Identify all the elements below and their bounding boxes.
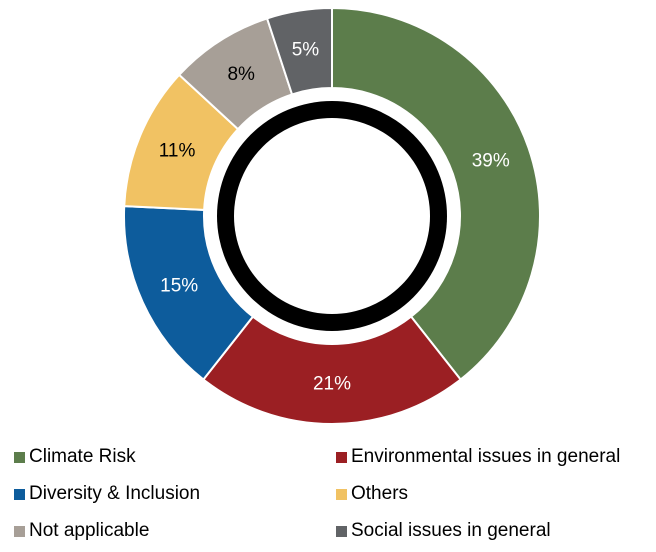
legend-label: Others	[351, 483, 409, 504]
legend-label: Climate Risk	[29, 446, 136, 467]
slice-label-social-issues-in-general: 5%	[292, 40, 320, 61]
legend-swatch	[336, 451, 347, 463]
slice-label-diversity-and-inclusion: 15%	[160, 275, 198, 296]
slice-label-not-applicable: 8%	[227, 64, 255, 85]
legend-item-diversity-and-inclusion: Diversity & Inclusion	[14, 481, 336, 507]
legend-swatch	[14, 525, 25, 537]
center-ring	[217, 101, 447, 331]
legend-label: Environmental issues in general	[351, 446, 621, 467]
legend-item-environmental-issues-in-general: Environmental issues in general	[336, 444, 656, 470]
donut-slices	[123, 6, 541, 425]
legend-label: Diversity & Inclusion	[29, 483, 201, 504]
slice-labels: 39% 21% 15% 11% 8% 5%	[159, 40, 510, 395]
slice-climate-risk	[331, 6, 541, 381]
slice-label-others: 11%	[159, 141, 196, 162]
legend-swatch	[336, 525, 347, 537]
donut-chart: 39% 21% 15% 11% 8% 5%	[123, 6, 541, 425]
legend-item-others: Others	[336, 481, 656, 507]
legend-swatch	[336, 488, 347, 500]
legend-swatch	[14, 488, 25, 500]
legend-item-not-applicable: Not applicable	[14, 518, 336, 544]
chart-legend: Climate Risk Environmental issues in gene…	[14, 444, 656, 544]
legend-swatch	[14, 451, 25, 463]
slice-environmental-issues-in-general	[202, 315, 462, 425]
legend-item-climate-risk: Climate Risk	[14, 444, 336, 470]
slice-social-issues-in-general	[265, 6, 333, 96]
legend-label: Social issues in general	[351, 520, 551, 541]
legend-label: Not applicable	[29, 520, 150, 541]
legend-item-social-issues-in-general: Social issues in general	[336, 518, 656, 544]
slice-label-environmental-issues-in-general: 21%	[313, 374, 351, 395]
center-ring-inner	[234, 118, 430, 314]
slice-label-climate-risk: 39%	[472, 151, 510, 172]
